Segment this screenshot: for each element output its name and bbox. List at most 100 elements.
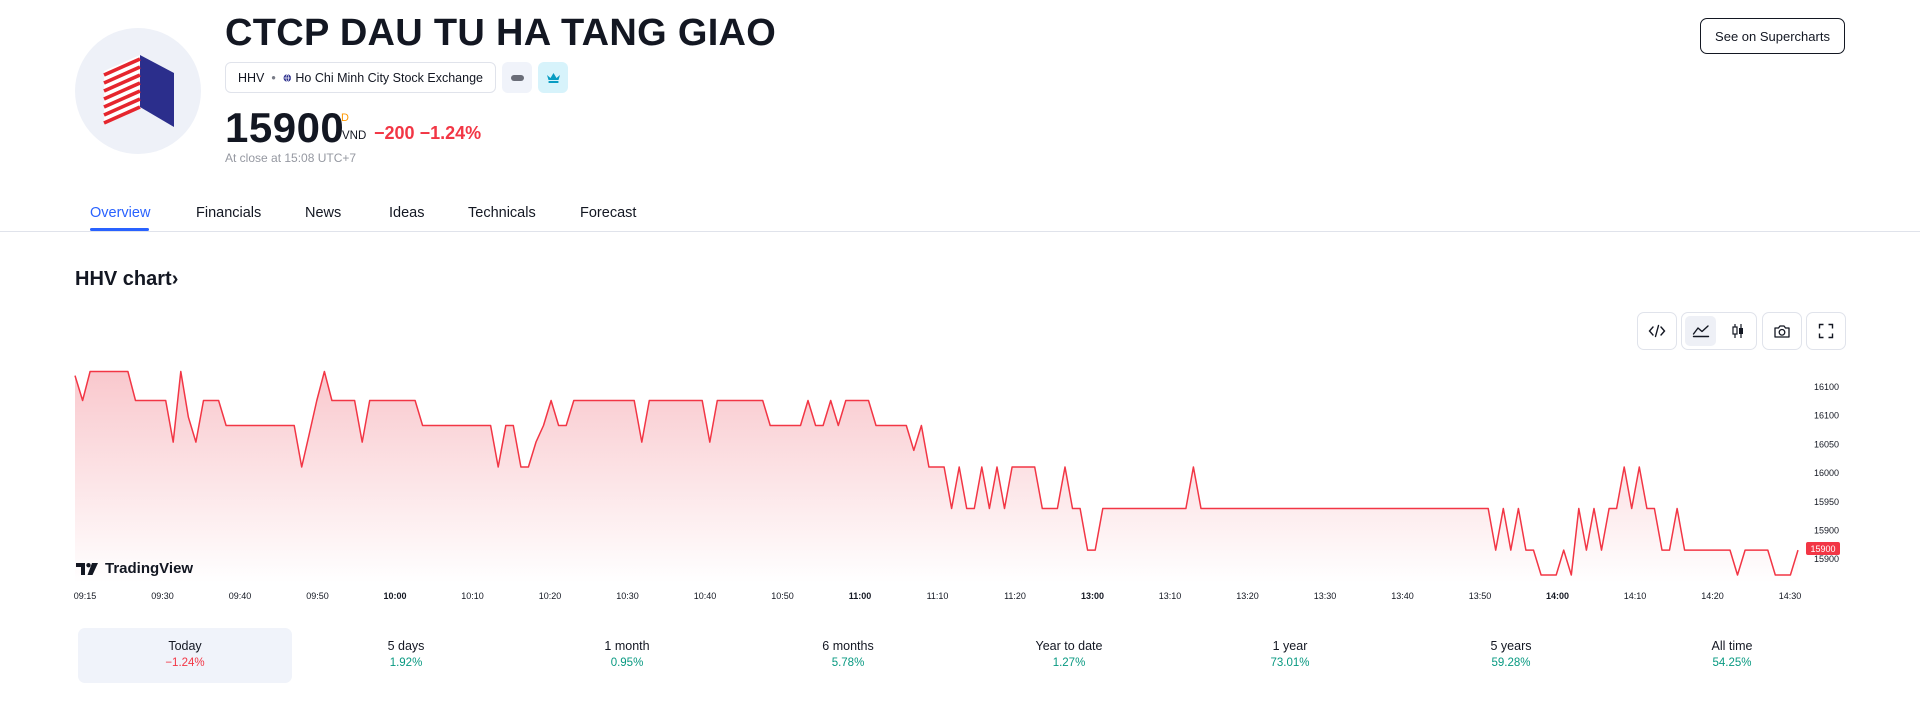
tradingview-label: TradingView bbox=[105, 560, 194, 577]
fullscreen-icon bbox=[1818, 323, 1834, 339]
period-label: 1 month bbox=[604, 639, 650, 653]
chart-type-toolbar bbox=[1681, 312, 1757, 350]
period-label: 5 days bbox=[387, 639, 425, 653]
x-tick-label: 13:40 bbox=[1391, 591, 1414, 601]
crown-button[interactable] bbox=[538, 62, 568, 93]
minus-button[interactable] bbox=[502, 62, 532, 93]
x-tick-label: 09:30 bbox=[151, 591, 174, 601]
y-axis: 16100 16100 16050 16000 15950 15900 15900 bbox=[1814, 382, 1839, 564]
period-change: 0.95% bbox=[610, 657, 644, 669]
x-tick-label: 13:10 bbox=[1159, 591, 1182, 601]
period-change: 54.25% bbox=[1712, 657, 1752, 669]
x-tick-label: 13:30 bbox=[1314, 591, 1337, 601]
period-today[interactable]: Today −1.24% bbox=[78, 628, 292, 683]
embed-code-button[interactable] bbox=[1641, 316, 1673, 346]
tradingview-icon bbox=[76, 562, 98, 575]
exchange-name: Ho Chi Minh City Stock Exchange bbox=[295, 70, 483, 85]
globe-icon bbox=[283, 73, 291, 82]
x-tick-label: 10:00 bbox=[383, 591, 406, 601]
embed-toolbar bbox=[1637, 312, 1677, 350]
period-5-years[interactable]: 5 years 59.28% bbox=[1404, 628, 1618, 683]
change-value: −200 bbox=[374, 123, 415, 143]
period-label: 1 year bbox=[1272, 639, 1308, 653]
period-label: 5 years bbox=[1490, 639, 1532, 653]
tab-bar: Overview Financials News Ideas Technical… bbox=[0, 196, 1920, 232]
chevron-right-icon: › bbox=[171, 268, 179, 290]
area-chart-button[interactable] bbox=[1685, 316, 1716, 346]
chart-title-link[interactable]: HHV chart› bbox=[75, 268, 178, 291]
see-on-supercharts-button[interactable]: See on Supercharts bbox=[1700, 18, 1845, 54]
x-tick-label: 13:20 bbox=[1236, 591, 1259, 601]
y-tick-label: 15900 bbox=[1814, 554, 1839, 564]
period-1-month[interactable]: 1 month 0.95% bbox=[520, 628, 734, 683]
minus-icon bbox=[510, 74, 524, 81]
last-price-badge bbox=[1806, 542, 1840, 555]
chart-title: HHV chart bbox=[75, 268, 172, 290]
area-chart-icon bbox=[1692, 325, 1709, 338]
period-6-months[interactable]: 6 months 5.78% bbox=[741, 628, 955, 683]
price-line bbox=[74, 370, 1799, 576]
tab-overview[interactable]: Overview bbox=[90, 205, 151, 221]
period-change: 5.78% bbox=[831, 657, 865, 669]
fullscreen-button[interactable] bbox=[1810, 316, 1842, 346]
period-change: 73.01% bbox=[1270, 657, 1310, 669]
current-price: 15900 bbox=[225, 104, 345, 151]
x-tick-label: 10:20 bbox=[539, 591, 562, 601]
last-price-label: 15900 bbox=[1806, 542, 1840, 555]
period-selector: Today −1.24% 5 days 1.92% 1 month 0.95% … bbox=[78, 628, 1844, 683]
x-tick-label: 14:00 bbox=[1546, 591, 1569, 601]
exchange-pill[interactable]: HHV • Ho Chi Minh City Stock Exchange bbox=[225, 62, 496, 93]
x-tick-label: 11:10 bbox=[927, 591, 949, 601]
tradingview-logo[interactable]: TradingView bbox=[76, 560, 193, 577]
company-title: CTCP DAU TU HA TANG GIAO bbox=[225, 12, 777, 54]
period-change: 1.27% bbox=[1052, 657, 1086, 669]
snapshot-button[interactable] bbox=[1766, 316, 1798, 346]
period-change: −1.24% bbox=[165, 657, 205, 669]
price-currency: VND bbox=[342, 130, 367, 142]
y-tick-label: 16000 bbox=[1814, 468, 1839, 478]
period-year-to-date[interactable]: Year to date 1.27% bbox=[962, 628, 1176, 683]
x-tick-label: 09:40 bbox=[229, 591, 252, 601]
tab-ideas[interactable]: Ideas bbox=[389, 205, 425, 221]
tab-technicals[interactable]: Technicals bbox=[468, 205, 536, 221]
x-tick-label: 10:30 bbox=[616, 591, 639, 601]
period-change: 1.92% bbox=[389, 657, 423, 669]
y-tick-label: 15900 bbox=[1814, 526, 1839, 536]
x-tick-label: 10:40 bbox=[694, 591, 717, 601]
candles-icon bbox=[1731, 324, 1743, 338]
ticker-symbol: HHV bbox=[238, 70, 265, 85]
crown-icon bbox=[546, 73, 560, 83]
x-tick-label: 10:50 bbox=[771, 591, 794, 601]
fullscreen-toolbar bbox=[1806, 312, 1846, 350]
tab-news[interactable]: News bbox=[305, 205, 342, 221]
x-tick-label: 14:20 bbox=[1701, 591, 1724, 601]
camera-icon bbox=[1774, 324, 1790, 338]
tab-financials[interactable]: Financials bbox=[196, 205, 262, 221]
company-logo bbox=[75, 28, 201, 154]
y-tick-label: 15950 bbox=[1814, 497, 1839, 507]
logo-icon bbox=[103, 55, 174, 127]
period-all-time[interactable]: All time 54.25% bbox=[1625, 628, 1839, 683]
period-label: Year to date bbox=[1035, 639, 1103, 653]
close-note: At close at 15:08 UTC+7 bbox=[225, 151, 357, 165]
price-change: −200 −1.24% bbox=[374, 123, 481, 144]
candles-button[interactable] bbox=[1722, 316, 1753, 346]
tab-forecast[interactable]: Forecast bbox=[580, 205, 637, 221]
change-percent: −1.24% bbox=[419, 123, 482, 143]
x-axis: 09:15 09:30 09:40 09:50 10:00 10:10 10:20 10:30… bbox=[74, 591, 1802, 601]
x-tick-label: 10:10 bbox=[461, 591, 484, 601]
period-change: 59.28% bbox=[1491, 657, 1531, 669]
y-tick-label: 16100 bbox=[1814, 411, 1839, 421]
x-tick-label: 13:50 bbox=[1469, 591, 1492, 601]
separator-dot: • bbox=[271, 70, 276, 85]
last-price-text: 15900 bbox=[1810, 544, 1835, 554]
period-5-days[interactable]: 5 days 1.92% bbox=[299, 628, 513, 683]
x-tick-label: 11:00 bbox=[849, 591, 872, 601]
period-label: All time bbox=[1711, 639, 1753, 653]
x-tick-label: 14:10 bbox=[1624, 591, 1647, 601]
x-tick-label: 11:20 bbox=[1004, 591, 1026, 601]
period-1-year[interactable]: 1 year 73.01% bbox=[1183, 628, 1397, 683]
x-tick-label: 13:00 bbox=[1081, 591, 1104, 601]
x-tick-label: 09:50 bbox=[306, 591, 329, 601]
